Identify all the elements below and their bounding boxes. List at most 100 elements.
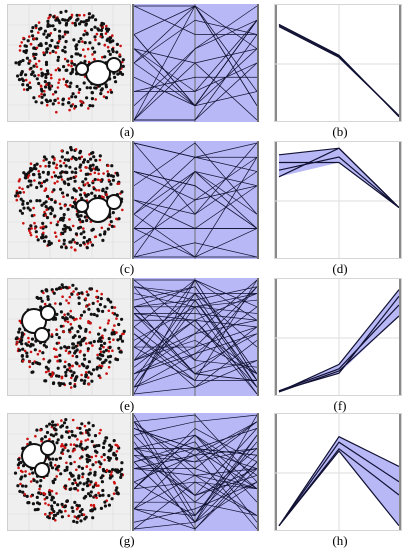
data-point	[52, 171, 56, 174]
band-chart-panel-h	[274, 413, 402, 531]
data-point	[71, 364, 74, 368]
data-point	[116, 492, 120, 496]
panel-label: (d)	[332, 261, 348, 276]
data-point	[100, 292, 103, 296]
data-point	[74, 157, 78, 161]
data-point	[83, 183, 87, 186]
data-point	[107, 309, 111, 312]
data-point	[109, 300, 113, 304]
data-point	[101, 187, 105, 191]
data-point	[73, 23, 78, 27]
connection-line	[134, 421, 257, 490]
data-point	[75, 375, 79, 379]
data-point	[115, 42, 119, 47]
data-point	[80, 513, 84, 517]
data-point	[64, 9, 68, 13]
scatter-panel-g	[7, 413, 131, 531]
data-point	[72, 290, 75, 293]
data-point	[26, 501, 30, 505]
data-point	[110, 164, 114, 168]
data-point	[114, 357, 118, 361]
connection-line	[134, 306, 257, 388]
data-point	[107, 469, 111, 473]
data-point	[87, 472, 91, 476]
data-point	[107, 365, 111, 369]
data-point	[92, 167, 95, 170]
data-point	[83, 447, 88, 451]
data-point	[50, 507, 54, 511]
data-point	[117, 322, 121, 327]
data-point	[65, 425, 69, 429]
data-point	[95, 165, 99, 169]
data-point	[40, 101, 44, 105]
data-point	[20, 354, 24, 358]
data-point	[101, 445, 106, 450]
data-point	[93, 194, 97, 198]
data-point	[22, 222, 25, 225]
data-point	[88, 86, 92, 90]
data-point	[91, 104, 95, 108]
data-point	[58, 78, 61, 81]
data-point	[99, 336, 103, 340]
data-point	[72, 200, 76, 204]
cluster-ring	[21, 308, 47, 334]
data-point	[122, 329, 126, 333]
data-point	[93, 449, 98, 453]
data-point	[67, 514, 70, 518]
data-point	[68, 381, 72, 386]
data-point	[60, 155, 64, 159]
data-point	[77, 301, 81, 306]
data-point	[43, 497, 47, 501]
data-point	[65, 346, 69, 350]
data-point	[57, 101, 60, 105]
data-point	[17, 457, 21, 461]
data-point	[69, 309, 72, 313]
data-point	[81, 160, 86, 164]
data-point	[52, 500, 57, 505]
data-point	[112, 338, 115, 341]
data-point	[40, 203, 44, 207]
data-point	[49, 463, 53, 467]
parallel-coordinates-panel-a	[132, 4, 259, 122]
data-point	[49, 205, 53, 209]
data-point	[42, 32, 46, 36]
data-point	[53, 158, 56, 161]
data-point	[59, 310, 64, 314]
data-point	[88, 287, 92, 291]
data-point	[37, 59, 41, 63]
data-point	[118, 53, 122, 56]
data-point	[101, 493, 105, 497]
connection-line	[134, 481, 257, 523]
data-point	[76, 438, 79, 441]
data-point	[94, 18, 98, 22]
data-point	[93, 50, 97, 54]
data-point	[84, 373, 88, 377]
data-point	[54, 432, 58, 436]
data-point	[83, 517, 87, 521]
data-point	[75, 520, 79, 524]
data-point	[80, 155, 84, 159]
data-point	[44, 225, 48, 229]
data-point	[54, 348, 58, 351]
scatter-panel-a	[7, 4, 131, 122]
data-point	[86, 492, 91, 496]
data-point	[48, 15, 52, 18]
series-line	[278, 147, 400, 209]
data-point	[106, 164, 110, 167]
data-point	[78, 426, 82, 430]
connection-line	[134, 5, 257, 121]
data-point	[45, 83, 48, 86]
data-point	[51, 423, 55, 427]
data-point	[14, 61, 18, 65]
data-point	[38, 199, 42, 203]
data-point	[79, 326, 83, 330]
data-point	[98, 357, 102, 361]
data-point	[44, 157, 48, 161]
data-point	[58, 302, 63, 306]
data-point	[48, 44, 53, 48]
data-point	[73, 487, 77, 491]
data-point	[51, 457, 55, 461]
data-point	[32, 96, 36, 100]
data-point	[58, 286, 62, 290]
connection-line	[134, 5, 257, 92]
